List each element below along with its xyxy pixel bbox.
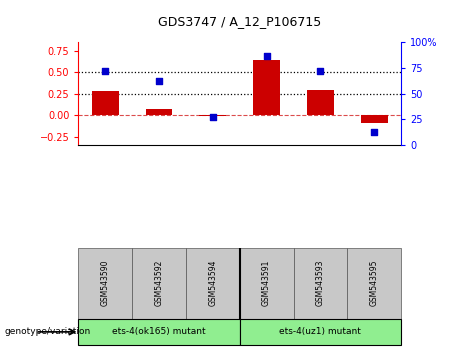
Bar [253,59,280,115]
Point [155,79,163,84]
Bar [186,248,240,319]
Point [101,68,109,74]
Point [371,129,378,135]
Bar [294,248,347,319]
Text: ets-4(uz1) mutant: ets-4(uz1) mutant [279,327,361,336]
Bar [146,109,172,115]
Bar [78,248,132,319]
Text: GSM543595: GSM543595 [370,260,378,307]
Point [209,115,217,120]
Bar [361,115,388,123]
Bar [199,115,226,116]
Text: GSM543594: GSM543594 [208,260,217,307]
Bar [132,248,186,319]
Bar [92,91,118,115]
Point [263,53,270,59]
Text: GSM543590: GSM543590 [101,260,110,307]
Bar [78,319,240,345]
Bar [307,90,334,115]
Text: GSM543592: GSM543592 [154,260,164,307]
Bar [240,319,401,345]
Point [317,68,324,74]
Bar [240,248,294,319]
Text: GSM543593: GSM543593 [316,260,325,307]
Text: ets-4(ok165) mutant: ets-4(ok165) mutant [112,327,206,336]
Text: GSM543591: GSM543591 [262,260,271,307]
Text: GDS3747 / A_12_P106715: GDS3747 / A_12_P106715 [158,15,321,28]
Text: genotype/variation: genotype/variation [5,327,91,336]
Bar [347,248,401,319]
